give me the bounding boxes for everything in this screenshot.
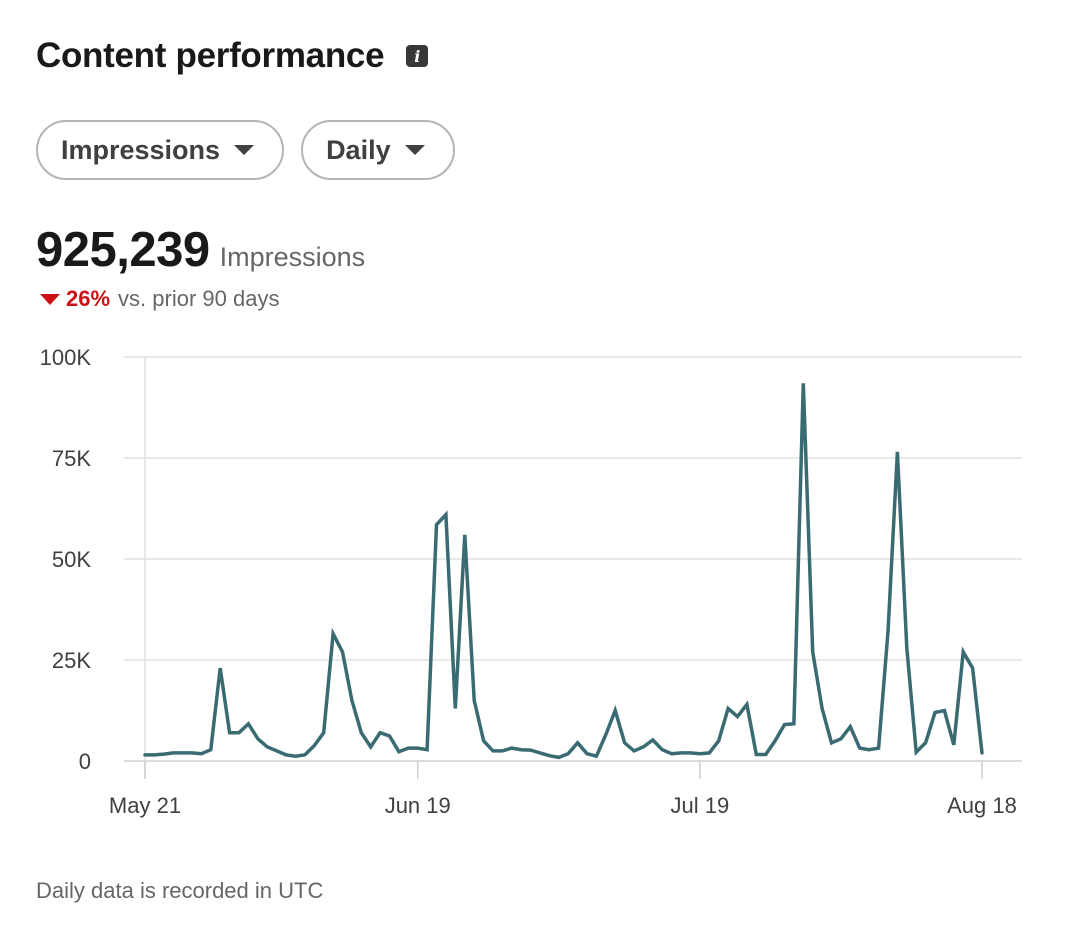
change-percent: 26% bbox=[66, 286, 111, 311]
chart-axes bbox=[144, 357, 983, 779]
y-tick-label: 75K bbox=[52, 446, 91, 471]
metric-dropdown-label: Impressions bbox=[61, 134, 221, 165]
footnote: Daily data is recorded in UTC bbox=[36, 878, 324, 903]
summary-metric: 925,239 Impressions bbox=[36, 222, 365, 278]
series-layer bbox=[143, 383, 984, 760]
x-tick-label: Jul 19 bbox=[671, 793, 730, 818]
x-tick-label: May 21 bbox=[109, 793, 181, 818]
total-impressions-value: 925,239 bbox=[36, 223, 210, 277]
y-tick-label: 50K bbox=[52, 547, 91, 572]
series-line-impressions bbox=[143, 383, 984, 760]
y-tick-label: 25K bbox=[52, 648, 91, 673]
change-indicator: 26% vs. prior 90 days bbox=[40, 286, 279, 312]
x-tick-label: Jun 19 bbox=[385, 793, 451, 818]
info-icon[interactable]: i bbox=[406, 45, 429, 67]
change-comparison-text: vs. prior 90 days bbox=[118, 286, 280, 311]
metric-dropdown[interactable]: Impressions bbox=[36, 120, 285, 180]
card-header: Content performance i bbox=[36, 36, 429, 76]
tick-labels: 0 25K 50K 75K 100K May 21 Jun 19 Jul 19 Aug 18 bbox=[40, 345, 1017, 818]
filter-bar: Impressions Daily bbox=[36, 120, 455, 180]
trend-down-icon bbox=[40, 293, 60, 305]
gridlines bbox=[124, 356, 1022, 762]
impressions-line-chart: 0 25K 50K 75K 100K May 21 Jun 19 Jul 19 Aug 18 bbox=[40, 345, 1022, 818]
y-tick-label: 0 bbox=[79, 749, 91, 774]
caret-down-icon bbox=[234, 145, 255, 155]
metric-unit-label: Impressions bbox=[219, 242, 366, 272]
page-title: Content performance bbox=[36, 36, 385, 75]
period-dropdown-label: Daily bbox=[326, 134, 391, 165]
period-dropdown[interactable]: Daily bbox=[301, 120, 455, 180]
x-tick-label: Aug 18 bbox=[947, 793, 1017, 818]
caret-down-icon bbox=[404, 145, 425, 155]
y-tick-label: 100K bbox=[40, 345, 92, 370]
